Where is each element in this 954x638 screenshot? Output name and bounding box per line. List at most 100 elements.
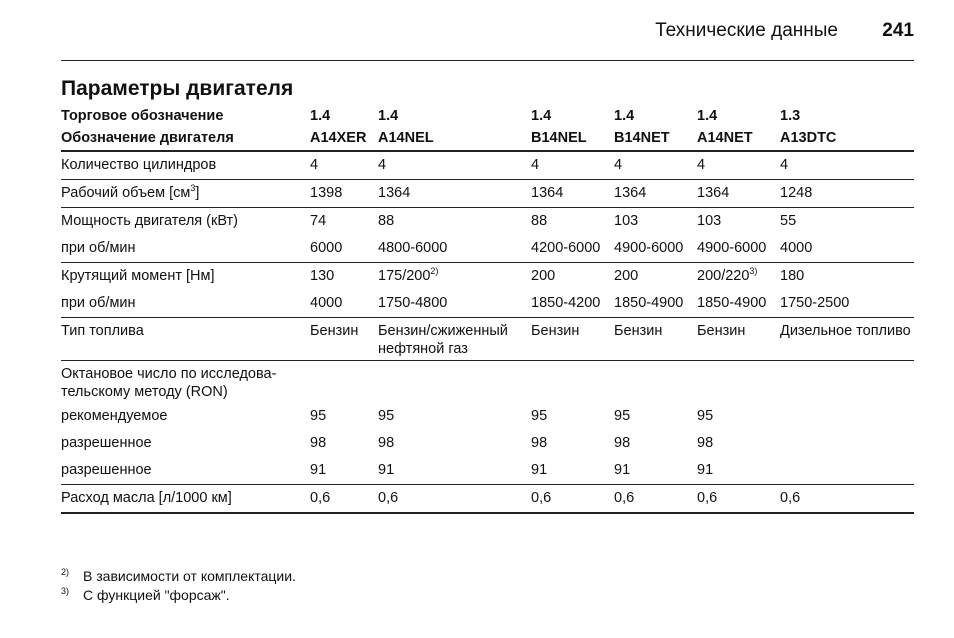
cell-text: 98 [310, 435, 327, 451]
cell-text: 200 [614, 268, 639, 284]
table-cell [531, 361, 614, 404]
page-heading: Параметры двигателя [61, 77, 294, 100]
cell-text: Расход масла [л/1000 км] [61, 490, 232, 506]
cell-text: 4 [531, 157, 540, 173]
row-label: Октановое число по исследова-тельскому м… [61, 361, 310, 404]
cell-text: Тип топлива [61, 323, 144, 339]
table-cell [780, 361, 914, 404]
cell-text: 1850-4900 [614, 295, 684, 311]
header-cell: 1.3 [780, 108, 801, 124]
table-cell: 98 [378, 430, 531, 457]
cell-text: 6000 [310, 240, 343, 256]
header-cell: 1.4 [697, 108, 718, 124]
table-cell: 4 [310, 151, 378, 180]
cell-text: 175/200 [378, 268, 431, 284]
cell-text: 0,6 [780, 490, 801, 506]
table-cell: 95 [614, 403, 697, 430]
cell-text: 0,6 [378, 490, 399, 506]
table-cell: 1850-4900 [614, 290, 697, 318]
table-cell: Дизельное топливо [780, 317, 914, 361]
cell-text: Бензин/сжиженный нефтяной газ [378, 323, 508, 357]
cell-text: рекомендуемое [61, 408, 168, 424]
cell-text: 55 [780, 213, 797, 229]
cell-text: Бензин [531, 323, 580, 339]
table-row: Количество цилиндров 4 4 4 4 4 4 [61, 151, 914, 180]
header-label: Обозначение двигателя [61, 128, 310, 152]
cell-text: 1364 [531, 185, 564, 201]
cell-text: 4900-6000 [697, 240, 767, 256]
table-cell: 4000 [310, 290, 378, 318]
cell-text: 1364 [614, 185, 647, 201]
cell-text: 74 [310, 213, 327, 229]
cell-text: 95 [697, 408, 714, 424]
cell-text: 1750-2500 [780, 295, 850, 311]
table-cell: 1364 [614, 179, 697, 208]
table-cell: 103 [697, 208, 780, 236]
table-row: при об/мин 4000 1750-4800 1850-4200 1850-490… [61, 290, 914, 318]
section-title: Технические данные [655, 20, 838, 41]
table-cell: 4200-6000 [531, 235, 614, 263]
cell-text: 1850-4900 [697, 295, 767, 311]
cell-text: 1398 [310, 185, 343, 201]
table-row: Крутящий момент [Нм] 130 175/2002) 200 200 20… [61, 263, 914, 291]
cell-text: 91 [378, 462, 395, 478]
table-cell [614, 361, 697, 404]
cell-text: 103 [697, 213, 722, 229]
table-cell: Бензин [531, 317, 614, 361]
table-cell: 4 [697, 151, 780, 180]
table-cell: 95 [531, 403, 614, 430]
table-cell: Бензин/сжиженный нефтяной газ [378, 317, 531, 361]
cell-text-suffix: ] [195, 185, 200, 201]
superscript: 2) [430, 266, 439, 277]
table-cell: 4900-6000 [697, 235, 780, 263]
table-row: Расход масла [л/1000 км] 0,6 0,6 0,6 0,6 0,6 0… [61, 484, 914, 514]
table-header-row: Обозначение двигателя A14XER A14NEL B14NEL B… [61, 128, 914, 152]
row-label: Мощность двигателя (кВт) [61, 208, 310, 236]
footnote-2: 2) В зависимости от комплектации. [61, 568, 296, 584]
cell-text: при об/мин [61, 295, 136, 311]
table-cell: Бензин [310, 317, 378, 361]
cell-text: 103 [614, 213, 639, 229]
cell-text: 95 [531, 408, 548, 424]
cell-text: 88 [531, 213, 548, 229]
table-cell [378, 361, 531, 404]
table-cell: 95 [310, 403, 378, 430]
table-cell: 0,6 [310, 484, 378, 514]
cell-text: 1850-4200 [531, 295, 601, 311]
header-cell: 1.4 [531, 108, 552, 124]
table-row: Рабочий объем [см3] 1398 1364 1364 1364 1364 1… [61, 179, 914, 208]
table-cell: 200 [614, 263, 697, 291]
row-label: при об/мин [61, 290, 310, 318]
cell-text: 91 [697, 462, 714, 478]
header-cell: A14NEL [378, 128, 531, 152]
cell-text: 0,6 [614, 490, 635, 506]
cell-text: 0,6 [310, 490, 331, 506]
table-cell: 1398 [310, 179, 378, 208]
cell-text: 200 [531, 268, 556, 284]
cell-text: 4 [780, 157, 789, 173]
table-row: при об/мин 6000 4800-6000 4200-6000 4900-600… [61, 235, 914, 263]
footnote-text: В зависимости от комплектации. [83, 568, 296, 584]
header-cell: B14NEL [531, 128, 614, 152]
header-cell: A13DTC [780, 128, 914, 152]
table-cell [697, 361, 780, 404]
row-label: Тип топлива [61, 317, 310, 361]
cell-text: Бензин [697, 323, 746, 339]
cell-text: разрешенное [61, 462, 152, 478]
table-cell: 0,6 [614, 484, 697, 514]
cell-text: 88 [378, 213, 395, 229]
cell-text: Бензин [614, 323, 663, 339]
cell-text: 95 [310, 408, 327, 424]
table-cell: 95 [697, 403, 780, 430]
cell-text: 1248 [780, 185, 813, 201]
table-cell [780, 430, 914, 457]
cell-text: 95 [378, 408, 395, 424]
cell-text: 91 [614, 462, 631, 478]
table-cell: 1364 [697, 179, 780, 208]
cell-text: 1750-4800 [378, 295, 448, 311]
table-cell: 4800-6000 [378, 235, 531, 263]
table-header-row: Торговое обозначение 1.4 1.4 1.4 1.4 1.4 1.3 [61, 106, 914, 128]
table-cell [780, 403, 914, 430]
cell-text: 4000 [780, 240, 813, 256]
table-cell: Бензин [614, 317, 697, 361]
